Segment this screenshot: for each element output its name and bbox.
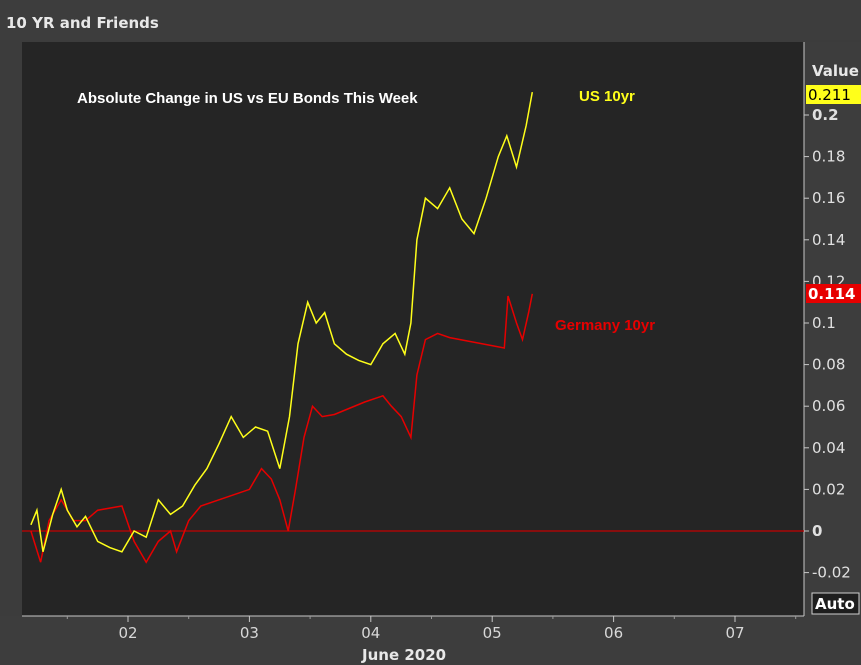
y-tick-label: 0.08 xyxy=(812,356,845,374)
y-tick-label: 0.04 xyxy=(812,439,845,457)
current-value-badge-us-bg xyxy=(806,85,861,104)
auto-scale-button[interactable]: Auto xyxy=(811,592,860,615)
current-value-badge-germany: 0.114 xyxy=(808,285,855,303)
x-tick-label: 04 xyxy=(361,624,380,642)
series-line-germany-10yr xyxy=(30,293,534,564)
y-tick-label: 0.16 xyxy=(812,189,845,207)
y-tick-label: 0 xyxy=(812,522,822,540)
x-axis-band xyxy=(0,616,861,665)
x-axis-title: June 2020 xyxy=(361,646,446,664)
chart-title: Absolute Change in US vs EU Bonds This W… xyxy=(77,90,418,107)
y-tick-label: 0.06 xyxy=(812,397,845,415)
legend-label-us-10yr: US 10yr xyxy=(579,88,635,105)
plot-area xyxy=(22,42,804,616)
legend-label-germany-10yr: Germany 10yr xyxy=(555,317,655,334)
series-line-us-10yr xyxy=(30,91,534,553)
y-tick-label: 0.02 xyxy=(812,480,845,498)
current-value-badge-us: 0.211 xyxy=(808,86,851,104)
y-tick-label: 0.2 xyxy=(812,106,839,124)
y-axis-band xyxy=(804,42,861,616)
x-tick-label: 07 xyxy=(725,624,744,642)
x-tick-label: 06 xyxy=(604,624,623,642)
x-axis-ticks: 02 03 04 05 06 07 xyxy=(66,616,797,642)
y-tick-label: -0.02 xyxy=(812,564,851,582)
x-tick-label: 03 xyxy=(240,624,259,642)
y-axis-title: Value xyxy=(812,62,859,80)
title-bar: 10 YR and Friends xyxy=(0,0,861,40)
current-value-badge-germany-bg xyxy=(806,284,861,303)
y-tick-label: 0.14 xyxy=(812,231,845,249)
auto-scale-label: Auto xyxy=(815,595,855,613)
window-title: 10 YR and Friends xyxy=(6,14,159,32)
x-tick-label: 02 xyxy=(118,624,137,642)
x-tick-label: 05 xyxy=(483,624,502,642)
y-tick-label: 0.1 xyxy=(812,314,836,332)
y-tick-label: 0.18 xyxy=(812,148,845,166)
